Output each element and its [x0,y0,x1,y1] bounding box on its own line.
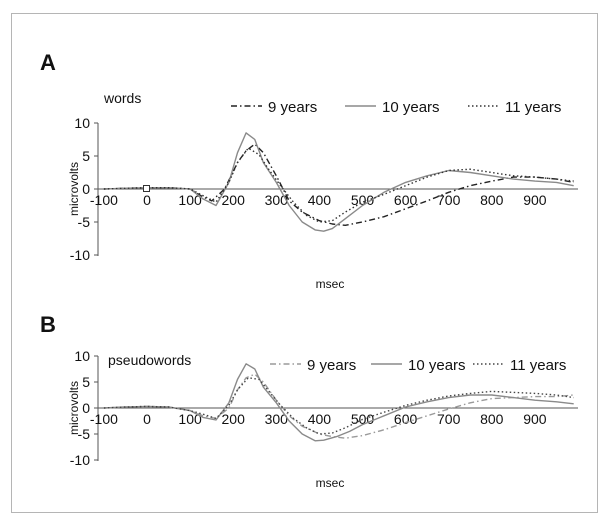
y-tick-label: -10 [70,452,90,468]
chart-title: words [103,90,141,106]
x-tick-label: 500 [351,192,375,208]
series-line-3 [103,147,574,223]
x-tick-label: 600 [394,192,418,208]
figure-frame [11,13,598,513]
y-tick-label: -5 [78,426,91,442]
panel-letter: B [40,312,56,337]
x-tick-label: 400 [308,192,332,208]
legend-label: 9 years [268,99,317,116]
series-line-2 [103,132,574,232]
x-tick-label: 300 [265,192,289,208]
x-tick-label: 700 [437,192,461,208]
x-tick-label: 0 [143,192,151,208]
x-tick-label: 200 [222,192,246,208]
legend-label: 11 years [505,99,561,116]
x-tick-label: 800 [480,411,504,427]
x-tick-label: -100 [90,192,118,208]
y-tick-label: -10 [70,247,90,263]
x-tick-label: 200 [222,411,246,427]
chart-title: pseudowords [108,352,191,368]
x-axis-title: msec [316,277,345,291]
y-axis-title: microvolts [67,162,81,216]
x-tick-label: -100 [90,411,118,427]
panel-letter: A [40,50,56,75]
x-axis-title: msec [316,476,345,490]
legend-label: 11 years [510,357,566,374]
x-tick-label: 900 [523,192,547,208]
y-tick-label: -5 [78,214,91,230]
y-tick-label: 5 [82,374,90,390]
legend-label: 10 years [382,99,440,116]
legend-label: 10 years [408,357,466,374]
y-tick-label: 5 [82,148,90,164]
series-line-2 [103,363,574,442]
series-line-1 [103,143,574,227]
y-axis-title: microvolts [67,381,81,435]
origin-marker [143,185,150,192]
x-tick-label: 400 [308,411,332,427]
x-tick-label: 800 [480,192,504,208]
y-tick-label: 10 [74,348,90,364]
x-tick-label: 0 [143,411,151,427]
series-line-3 [103,377,574,435]
x-tick-label: 500 [351,411,375,427]
x-tick-label: 600 [394,411,418,427]
legend-label: 9 years [307,357,356,374]
x-tick-label: 100 [178,411,202,427]
y-tick-label: 0 [82,181,90,197]
series-line-1 [103,373,574,439]
x-tick-label: 900 [523,411,547,427]
x-tick-label: 700 [437,411,461,427]
y-tick-label: 10 [74,115,90,131]
x-tick-label: 100 [178,192,202,208]
x-tick-label: 300 [265,411,289,427]
y-tick-label: 0 [82,400,90,416]
